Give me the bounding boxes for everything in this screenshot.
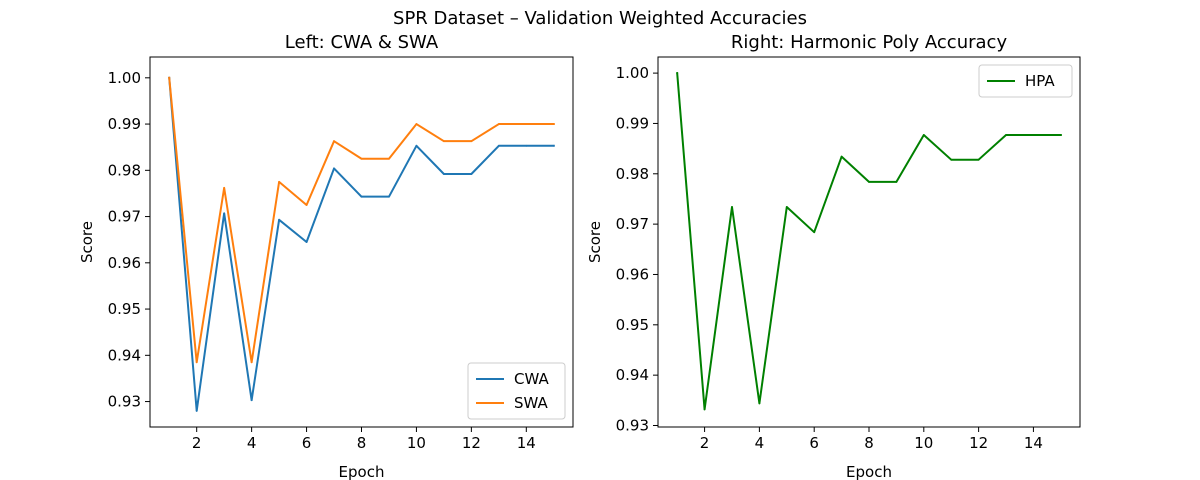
right-y-tick-label: 0.95 <box>616 316 649 334</box>
right-y-tick-label: 0.97 <box>616 215 649 233</box>
left-x-axis-label: Epoch <box>339 463 385 480</box>
right-x-axis-label: Epoch <box>846 463 892 480</box>
left-data-point-cwa <box>223 212 226 215</box>
left-data-point-swa <box>278 180 280 183</box>
left-data-point-cwa <box>388 195 390 198</box>
left-y-tick-label: 0.93 <box>108 393 141 411</box>
left-x-tick-label: 10 <box>407 434 426 452</box>
left-x-tick-label: 12 <box>462 434 481 452</box>
left-legend-box <box>467 362 566 420</box>
left-data-point-swa <box>443 140 445 143</box>
left-data-point-cwa <box>525 144 528 147</box>
left-data-point-swa <box>388 157 390 160</box>
left-data-point-swa <box>305 204 308 206</box>
left-legend-label-cwa: CWA <box>514 370 549 388</box>
right-data-point-hpa <box>758 402 761 405</box>
left-chart: Left: CWA & SWA 2 4 6 8 10 12 14 0.93 0.94 0.95 0.9… <box>78 32 574 480</box>
right-data-point-hpa <box>1005 134 1007 136</box>
right-x-tick-label: 14 <box>1024 434 1043 452</box>
left-chart-title: Left: CWA & SWA <box>285 32 439 53</box>
right-data-point-hpa <box>922 134 925 136</box>
left-x-tick-label: 2 <box>192 434 202 452</box>
right-y-tick-label: 0.99 <box>616 114 649 132</box>
left-data-point-swa <box>223 186 226 189</box>
right-data-point-hpa <box>703 408 706 411</box>
left-data-point-swa <box>415 123 418 125</box>
right-legend-label-hpa: HPA <box>1025 72 1055 90</box>
left-data-point-swa <box>250 361 253 364</box>
left-data-point-cwa <box>415 144 418 147</box>
right-y-tick-label: 0.94 <box>616 366 649 384</box>
left-data-point-cwa <box>305 241 308 243</box>
right-x-tick-label: 8 <box>864 434 874 452</box>
right-data-point-hpa <box>950 158 953 161</box>
right-chart: Right: Harmonic Poly Accuracy 2 4 6 8 10 12 14 0… <box>586 32 1081 480</box>
left-y-tick-label: 0.94 <box>108 346 141 364</box>
left-y-tick-label: 0.99 <box>108 115 141 133</box>
right-data-point-hpa <box>868 180 870 183</box>
left-data-point-cwa <box>278 218 280 221</box>
right-x-tick-label: 10 <box>914 434 933 452</box>
right-legend-box <box>978 64 1073 98</box>
left-data-point-swa <box>497 123 500 125</box>
left-data-point-cwa <box>360 195 363 198</box>
left-y-tick-label: 0.98 <box>108 161 141 179</box>
left-y-tick-label: 0.96 <box>108 254 141 272</box>
right-data-point-hpa <box>1032 134 1035 136</box>
right-y-axis-label: Score <box>586 221 604 263</box>
left-data-point-cwa <box>195 409 198 412</box>
right-data-point-hpa <box>813 231 816 234</box>
right-x-tick-label: 2 <box>700 434 710 452</box>
right-legend: HPA <box>978 64 1073 98</box>
left-x-tick-label: 6 <box>302 434 312 452</box>
left-data-point-cwa <box>470 173 473 175</box>
left-legend-label-swa: SWA <box>514 394 549 412</box>
right-data-point-hpa <box>840 155 843 158</box>
left-data-point-cwa <box>552 144 555 147</box>
right-data-point-hpa <box>676 72 679 75</box>
right-axes-frame <box>657 56 1081 428</box>
left-data-point-cwa <box>497 144 500 147</box>
left-data-point-swa <box>470 140 473 143</box>
left-data-point-swa <box>552 123 555 125</box>
right-data-point-hpa <box>977 158 980 161</box>
left-data-point-cwa <box>333 167 335 170</box>
left-x-tick-label: 14 <box>517 434 536 452</box>
left-data-point-swa <box>168 76 171 79</box>
left-data-point-swa <box>333 140 335 143</box>
right-data-point-hpa <box>731 206 733 208</box>
left-y-tick-label: 0.97 <box>108 208 141 226</box>
right-x-tick-label: 12 <box>969 434 988 452</box>
left-legend: CWA SWA <box>467 362 566 420</box>
right-data-point-hpa <box>1059 134 1062 136</box>
right-y-tick-label: 1.00 <box>616 64 649 82</box>
right-data-point-hpa <box>895 180 898 183</box>
left-y-tick-label: 1.00 <box>108 69 141 87</box>
right-y-tick-label: 0.93 <box>616 416 649 434</box>
left-data-point-swa <box>360 157 363 160</box>
left-y-axis-label: Score <box>78 221 96 263</box>
right-y-tick-label: 0.98 <box>616 165 649 183</box>
left-data-point-swa <box>195 361 198 364</box>
left-data-point-cwa <box>443 173 445 175</box>
right-x-tick-label: 4 <box>755 434 765 452</box>
figure-suptitle: SPR Dataset – Validation Weighted Accura… <box>393 8 807 29</box>
left-x-tick-label: 4 <box>247 434 257 452</box>
right-y-tick-label: 0.96 <box>616 265 649 283</box>
right-data-point-hpa <box>785 206 788 208</box>
left-axes-frame <box>149 56 574 428</box>
left-data-point-swa <box>525 123 528 125</box>
left-x-tick-label: 8 <box>357 434 367 452</box>
left-y-tick-label: 0.95 <box>108 300 141 318</box>
left-data-point-cwa <box>250 399 253 402</box>
right-x-tick-label: 6 <box>809 434 819 452</box>
right-chart-title: Right: Harmonic Poly Accuracy <box>731 32 1008 53</box>
